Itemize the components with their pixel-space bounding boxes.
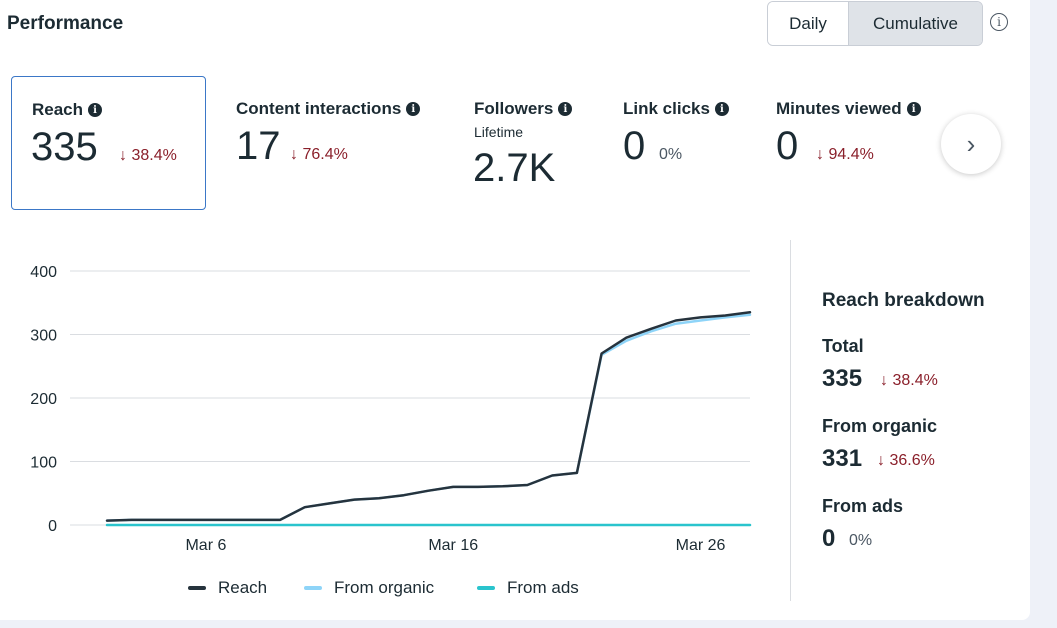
period-toggle: Daily Cumulative — [767, 1, 983, 46]
next-metrics-button[interactable]: › — [941, 114, 1001, 174]
info-icon[interactable]: i — [990, 13, 1008, 31]
chevron-right-icon: › — [966, 128, 976, 159]
metric-card-content-interactions[interactable]: Content interactions i 17 ↓ 76.4% — [225, 76, 445, 210]
legend-item-ads[interactable]: From ads — [477, 578, 579, 598]
metric-value: 335 — [31, 125, 98, 169]
arrow-down-icon: ↓ — [880, 372, 888, 389]
arrow-down-icon: ↓ — [816, 146, 824, 163]
metric-card-reach[interactable]: Reach i 335 ↓ 38.4% — [11, 76, 206, 210]
y-tick-label: 100 — [30, 455, 57, 472]
breakdown-value-ads: 0 — [822, 525, 836, 552]
legend-label: Reach — [218, 578, 268, 597]
metric-label: Content interactions i — [236, 99, 421, 119]
info-icon[interactable]: i — [906, 102, 921, 116]
info-icon[interactable]: i — [558, 102, 573, 116]
legend-swatch — [477, 586, 495, 590]
metric-value: 0 — [776, 124, 799, 168]
arrow-down-icon: ↓ — [290, 146, 298, 163]
divider — [790, 240, 791, 601]
metric-label: Link clicks i — [623, 99, 729, 119]
metric-sublabel: Lifetime — [474, 124, 524, 140]
metric-change: ↓ 38.4% — [119, 147, 177, 164]
reach-line-chart: 0 100 200 300 400 Mar 6 Mar 16 Mar 26 — [30, 264, 752, 554]
legend-label: From ads — [507, 578, 579, 597]
metric-value: 2.7K — [473, 146, 556, 190]
info-icon[interactable]: i — [406, 102, 421, 116]
legend-swatch — [304, 586, 322, 590]
daily-toggle-button[interactable]: Daily — [768, 2, 849, 45]
legend-label: From organic — [334, 578, 435, 597]
performance-card: Performance Daily Cumulative i Reach i 33… — [0, 0, 1030, 620]
breakdown-change-total: ↓ 38.4% — [880, 372, 938, 389]
breakdown-label-organic: From organic — [822, 416, 938, 436]
y-tick-label: 400 — [30, 264, 57, 281]
legend-item-reach[interactable]: Reach — [188, 578, 267, 598]
metric-value: 17 — [236, 124, 281, 168]
y-tick-label: 0 — [48, 518, 57, 535]
breakdown-value-organic: 331 — [822, 445, 863, 472]
page-title: Performance — [7, 13, 124, 34]
metric-change: 0% — [659, 146, 683, 163]
y-tick-label: 300 — [30, 328, 57, 345]
series-line-reach — [105, 311, 752, 522]
breakdown-change-ads: 0% — [849, 532, 873, 549]
metric-value: 0 — [623, 124, 646, 168]
x-tick-label: Mar 6 — [185, 537, 226, 554]
arrow-down-icon: ↓ — [119, 147, 127, 164]
metric-change: ↓ 94.4% — [816, 146, 874, 163]
breakdown-value-total: 335 — [822, 365, 863, 392]
metric-label: Followers i — [474, 99, 573, 119]
breakdown-label-total: Total — [822, 336, 864, 356]
info-icon[interactable]: i — [88, 103, 103, 117]
breakdown-title: Reach breakdown — [822, 290, 985, 311]
metric-change: ↓ 76.4% — [290, 146, 348, 163]
metric-card-link-clicks[interactable]: Link clicks i 0 0% — [613, 76, 743, 210]
x-tick-label: Mar 16 — [428, 537, 478, 554]
legend-swatch — [188, 586, 206, 590]
arrow-down-icon: ↓ — [877, 452, 885, 469]
info-icon[interactable]: i — [714, 102, 729, 116]
breakdown-label-ads: From ads — [822, 496, 904, 516]
cumulative-toggle-button[interactable]: Cumulative — [849, 2, 982, 45]
breakdown-change-organic: ↓ 36.6% — [877, 452, 935, 469]
metric-label: Minutes viewed i — [776, 99, 921, 119]
metric-label: Reach i — [32, 100, 103, 120]
x-tick-label: Mar 26 — [676, 537, 726, 554]
metric-card-followers[interactable]: Followers i Lifetime 2.7K — [464, 76, 594, 210]
legend-item-organic[interactable]: From organic — [304, 578, 434, 598]
y-tick-label: 200 — [30, 391, 57, 408]
metric-card-minutes-viewed[interactable]: Minutes viewed i 0 ↓ 94.4% — [766, 76, 936, 210]
